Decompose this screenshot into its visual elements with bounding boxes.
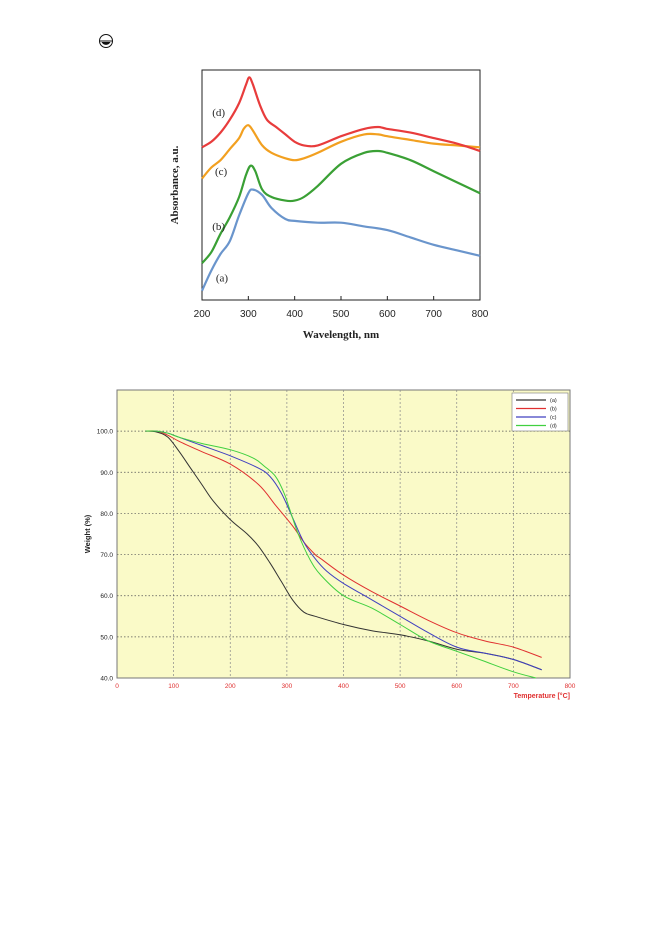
- y-tick-label: 60.0: [100, 593, 113, 600]
- series-line-1: [200, 188, 481, 292]
- series-label: (d): [212, 107, 225, 119]
- y-tick-label: 100.0: [97, 429, 114, 436]
- series-line-3: [201, 124, 481, 180]
- y-tick-label: 40.0: [100, 676, 113, 683]
- legend-label-2: (b): [550, 407, 557, 413]
- x-tick-label: 200: [225, 683, 236, 690]
- x-tick-label: 300: [281, 683, 292, 690]
- x-tick-label: 500: [395, 683, 406, 690]
- series-line-2: [201, 149, 481, 264]
- series-label: (a): [216, 273, 229, 285]
- series-line-4: [201, 76, 481, 153]
- series-label: (c): [215, 166, 228, 178]
- x-tick-label: 600: [451, 683, 462, 690]
- series-line-4: [145, 430, 537, 679]
- y-tick-label: 90.0: [100, 470, 113, 477]
- x-tick-label: 700: [508, 683, 519, 690]
- y-tick-label: 70.0: [100, 552, 113, 559]
- series-line-2: [145, 430, 542, 658]
- y-axis-title: Weight (%): [83, 514, 92, 553]
- x-tick-label: 200: [194, 309, 211, 320]
- x-axis-title: Temperature [°C]: [514, 692, 570, 700]
- x-tick-label: 600: [379, 309, 396, 320]
- legend-label-3: (c): [550, 415, 557, 421]
- y-tick-label: 80.0: [100, 511, 113, 518]
- x-tick-label: 100: [168, 683, 179, 690]
- absorbance-chart: 200 300 400 500 600 700 800 (a) (b) (c) (d) Wavelen…: [169, 69, 489, 341]
- series-line-1: [145, 430, 542, 671]
- weight-temperature-chart: 0 100 200 300 400 500 600 700 800 40.0 50.0 60.0 70.…: [83, 389, 576, 700]
- y-axis-title: Absorbance, a.u.: [169, 145, 181, 224]
- x-tick-label: 300: [240, 309, 257, 320]
- x-tick-label: 400: [338, 683, 349, 690]
- legend-label-4: (d): [550, 424, 557, 430]
- legend-label-1: (a): [550, 398, 557, 404]
- x-tick-label: 800: [472, 309, 489, 320]
- circle-symbol-icon: [99, 34, 113, 48]
- x-tick-label: 500: [333, 309, 350, 320]
- series-label: (b): [212, 221, 225, 233]
- y-tick-label: 50.0: [100, 634, 113, 641]
- x-tick-label: 800: [565, 683, 576, 690]
- x-tick-label: 400: [286, 309, 303, 320]
- x-tick-label: 700: [425, 309, 442, 320]
- x-axis-title: Wavelength, nm: [303, 329, 379, 341]
- legend-box: [511, 392, 569, 432]
- x-tick-label: 0: [115, 683, 119, 690]
